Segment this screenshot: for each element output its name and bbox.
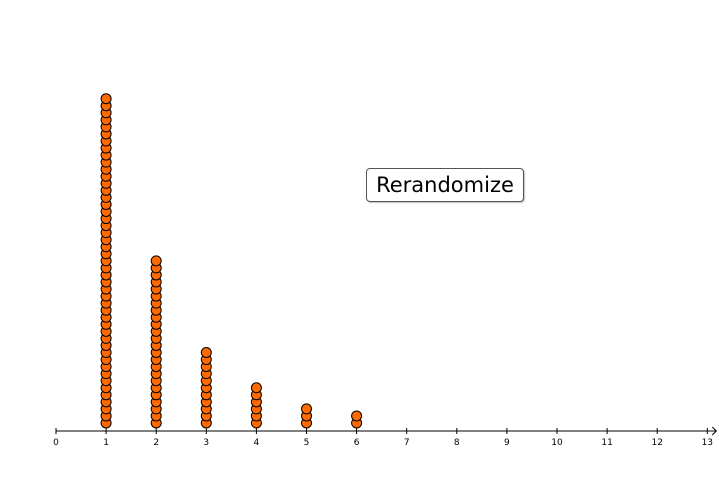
x-tick-label: 0 <box>53 438 59 448</box>
dot-stack <box>150 255 162 429</box>
data-dot <box>200 347 212 358</box>
dot-stacks <box>100 93 363 429</box>
x-tick-label: 1 <box>103 438 109 448</box>
x-tick-label: 13 <box>702 438 713 448</box>
x-tick-label: 7 <box>404 438 410 448</box>
rerandomize-button[interactable]: Rerandomize <box>366 168 524 202</box>
dot-stack <box>100 93 112 429</box>
x-tick-label: 12 <box>651 438 662 448</box>
data-dot <box>100 93 112 105</box>
dot-stack <box>200 347 212 429</box>
dot-stack <box>250 382 262 429</box>
dot-stack <box>301 403 312 429</box>
data-dot <box>301 403 312 415</box>
x-axis-ticks: 0 1 2 3 4 5 6 7 8 9 10 11 12 13 <box>53 428 713 448</box>
x-tick-label: 3 <box>203 438 209 448</box>
data-dot <box>150 255 162 267</box>
x-tick-label: 6 <box>354 438 360 448</box>
dot-stack <box>351 410 363 429</box>
x-tick-label: 4 <box>254 438 260 448</box>
x-tick-label: 9 <box>504 438 510 448</box>
data-dot <box>351 410 363 422</box>
x-axis-arrow <box>711 426 718 436</box>
x-tick-label: 10 <box>551 438 563 448</box>
x-tick-label: 8 <box>454 438 460 448</box>
x-tick-label: 2 <box>153 438 159 448</box>
x-tick-label: 11 <box>601 438 612 448</box>
x-tick-label: 5 <box>304 438 310 448</box>
data-dot <box>250 382 262 394</box>
